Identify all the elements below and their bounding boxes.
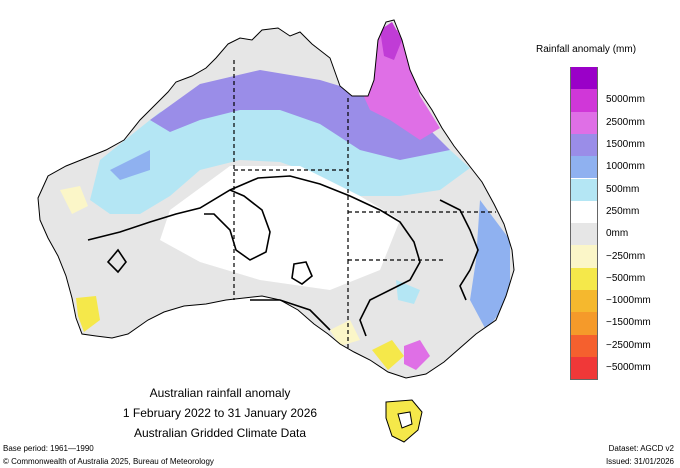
legend-swatch <box>570 89 598 112</box>
legend-swatch <box>570 312 598 335</box>
legend-swatch <box>570 178 598 201</box>
legend-label: 2500mm <box>606 116 645 128</box>
legend-swatch <box>570 334 598 357</box>
legend-label: −250mm <box>606 250 646 262</box>
base-period: Base period: 1961—1990 <box>3 444 94 453</box>
legend-label: 0mm <box>606 228 629 240</box>
legend-swatch <box>570 223 598 246</box>
legend-swatch <box>570 356 598 380</box>
legend-swatch <box>570 156 598 179</box>
copyright: © Commonwealth of Australia 2025, Bureau… <box>3 457 214 466</box>
issued-date: Issued: 31/01/2026 <box>605 457 674 466</box>
legend-label: 1000mm <box>606 161 645 173</box>
legend-label: −5000mm <box>606 362 651 374</box>
legend-label: 250mm <box>606 205 640 217</box>
legend-swatch <box>570 290 598 313</box>
legend-label: 500mm <box>606 183 640 195</box>
map-date-range: 1 February 2022 to 31 January 2026 <box>122 406 318 420</box>
australia-map <box>37 19 515 443</box>
legend-title: Rainfall anomaly (mm) <box>536 44 637 55</box>
legend: Rainfall anomaly (mm) 5000mm 2500mm 1500mm… <box>530 40 680 430</box>
legend-swatch <box>570 200 598 224</box>
legend-swatch <box>570 67 598 90</box>
tasmania <box>385 399 423 443</box>
mainland-coastline <box>37 19 515 379</box>
map-area <box>37 19 515 443</box>
zero-contours <box>87 175 479 337</box>
legend-swatch <box>570 111 598 134</box>
map-title: Australian rainfall anomaly <box>149 386 291 400</box>
legend-label: 1500mm <box>606 139 645 151</box>
legend-label: −500mm <box>606 272 646 284</box>
legend-label: −1000mm <box>606 295 651 307</box>
legend-label: −1500mm <box>606 317 651 329</box>
anomaly-regions <box>60 22 510 370</box>
state-borders <box>233 60 496 350</box>
dataset-label: Dataset: AGCD v2 <box>608 444 674 453</box>
legend-label: 5000mm <box>606 94 645 106</box>
legend-swatch <box>570 267 598 290</box>
legend-label: −2500mm <box>606 339 651 351</box>
map-dataset-name: Australian Gridded Climate Data <box>133 426 307 440</box>
legend-swatch <box>570 245 598 268</box>
legend-swatch <box>570 133 598 157</box>
